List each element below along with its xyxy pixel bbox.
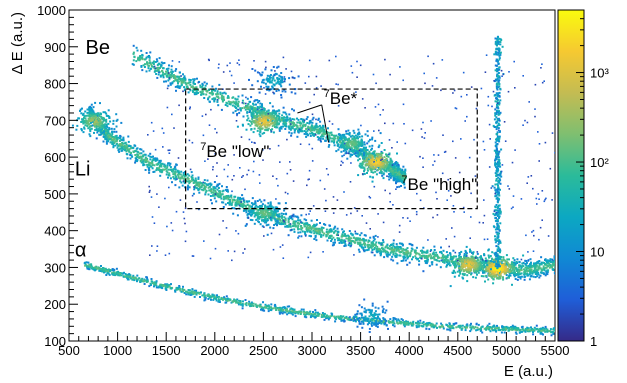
- x-tick-label: 2000: [200, 343, 229, 358]
- colorbar-tick-label: 10: [590, 245, 604, 260]
- selection-box: [185, 88, 478, 210]
- annotation-arrow-1: [321, 104, 330, 143]
- locus-label-li: Li: [75, 159, 91, 181]
- colorbar-tick-label: 10²: [590, 155, 609, 170]
- y-tick-label: 200: [44, 297, 66, 312]
- x-tick-label: 500: [58, 343, 80, 358]
- y-tick-label: 800: [44, 77, 66, 92]
- annotation-be7-low-sup: 7: [200, 141, 206, 153]
- annotation-arrows: [297, 104, 330, 143]
- y-tick-label: 700: [44, 113, 66, 128]
- y-tick-label: 500: [44, 187, 66, 202]
- y-tick-label: 300: [44, 260, 66, 275]
- colorbar-tick-label: 10³: [590, 66, 609, 81]
- x-axis-title: E (a.u.): [504, 363, 553, 380]
- annotation-be7-star-text: Be*: [330, 89, 358, 108]
- annotation-be7-high: 7Be "high": [401, 174, 477, 194]
- colorbar: [557, 9, 585, 342]
- annotation-arrow-0: [297, 104, 322, 114]
- annotation-be7-high-sup: 7: [401, 174, 407, 186]
- x-axis-ticks: 500 1000 1500 2000 2500 3000 3500 4000 4500 5000 5…: [58, 332, 569, 358]
- y-tick-label: 1000: [37, 3, 66, 18]
- y-axis-ticks: 100 200 300 400 500 600 700 800 900 1000: [37, 3, 78, 349]
- x-tick-label: 1500: [152, 343, 181, 358]
- x-tick-label: 3000: [298, 343, 327, 358]
- colorbar-tick-label: 1: [590, 334, 597, 349]
- y-tick-label: 900: [44, 40, 66, 55]
- annotation-be7-star: 7Be*: [324, 88, 358, 108]
- y-tick-label: 100: [44, 334, 66, 349]
- x-tick-label: 4000: [395, 343, 424, 358]
- annotation-be7-low: 7Be "low": [200, 141, 269, 161]
- x-tick-label: 5000: [492, 343, 521, 358]
- annotation-be7-star-sup: 7: [324, 88, 330, 100]
- colorbar-ticks: 1 10 10² 10³: [576, 9, 609, 349]
- x-tick-label: 4500: [443, 343, 472, 358]
- locus-label-alpha: α: [75, 239, 87, 261]
- y-tick-label: 400: [44, 224, 66, 239]
- x-tick-label: 1000: [103, 343, 132, 358]
- x-tick-label: 5500: [541, 343, 570, 358]
- heatmap-density: [71, 35, 555, 337]
- y-axis-title: Δ E (a.u.): [9, 12, 26, 75]
- x-tick-label: 3500: [346, 343, 375, 358]
- locus-label-be: Be: [86, 37, 110, 59]
- annotation-be7-low-text: Be "low": [206, 142, 269, 161]
- x-tick-label: 2500: [249, 343, 278, 358]
- annotation-be7-high-text: Be "high": [408, 175, 478, 194]
- y-tick-label: 600: [44, 150, 66, 165]
